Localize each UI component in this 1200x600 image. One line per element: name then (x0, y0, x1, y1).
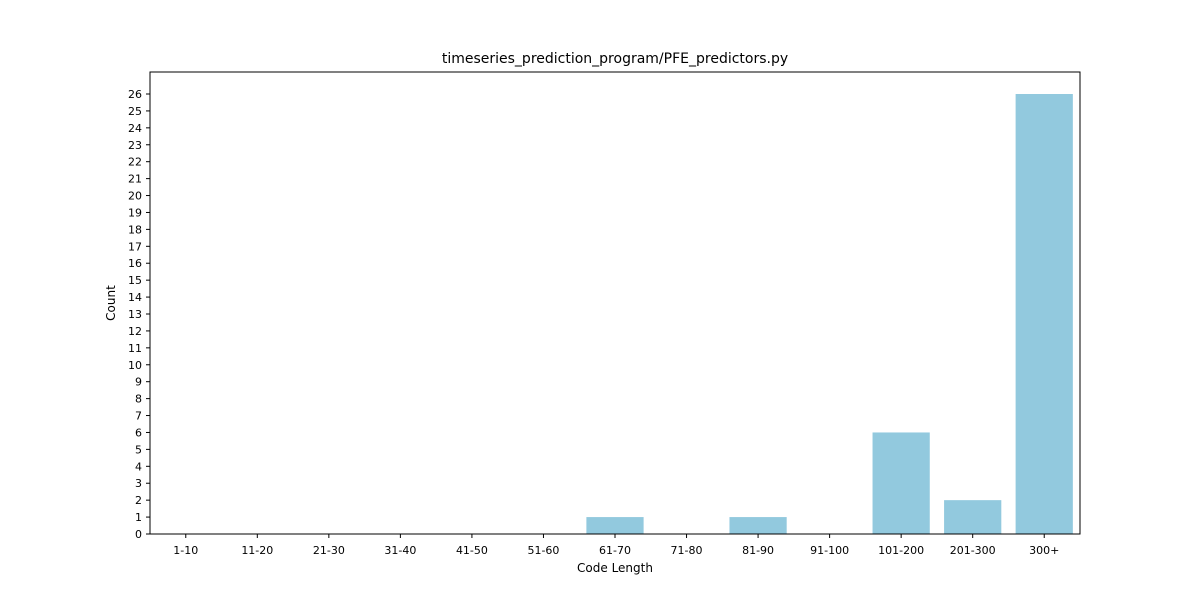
y-tick-label: 26 (128, 88, 142, 101)
y-tick-label: 24 (128, 122, 142, 135)
x-tick-label: 41-50 (456, 544, 488, 557)
x-tick-label: 91-100 (810, 544, 849, 557)
x-axis-title: Code Length (577, 561, 653, 575)
x-tick-label: 81-90 (742, 544, 774, 557)
bar-61-70 (586, 517, 644, 534)
x-tick-label: 71-80 (671, 544, 703, 557)
y-tick-label: 8 (135, 393, 142, 406)
y-tick-label: 20 (128, 190, 142, 203)
y-tick-label: 7 (135, 410, 142, 423)
x-tick-label: 1-10 (173, 544, 198, 557)
y-tick-label: 17 (128, 240, 142, 253)
y-tick-label: 21 (128, 173, 142, 186)
y-tick-label: 14 (128, 291, 142, 304)
x-axis: 1-10 11-20 21-30 31-40 41-50 51-60 61-70 71-80 8… (173, 534, 1059, 557)
y-tick-label: 11 (128, 342, 142, 355)
x-tick-label: 51-60 (527, 544, 559, 557)
x-tick-label: 201-300 (950, 544, 996, 557)
x-tick-label: 21-30 (313, 544, 345, 557)
y-axis: 0123456789101112131415161718192021222324… (128, 88, 150, 541)
plot-frame (149, 71, 1081, 535)
y-tick-label: 4 (135, 460, 142, 473)
y-tick-label: 12 (128, 325, 142, 338)
y-tick-label: 2 (135, 494, 142, 507)
y-tick-label: 25 (128, 105, 142, 118)
x-tick-label: 31-40 (384, 544, 416, 557)
x-tick-label: 11-20 (241, 544, 273, 557)
y-tick-label: 13 (128, 308, 142, 321)
y-tick-label: 0 (135, 528, 142, 541)
y-tick-label: 22 (128, 156, 142, 169)
y-tick-label: 6 (135, 426, 142, 439)
y-axis-title: Count (104, 285, 118, 321)
y-tick-label: 1 (135, 511, 142, 524)
chart-title: timeseries_prediction_program/PFE_predic… (442, 51, 788, 67)
bar-81-90 (729, 517, 787, 534)
y-tick-label: 18 (128, 223, 142, 236)
x-tick-label: 61-70 (599, 544, 631, 557)
y-tick-label: 5 (135, 443, 142, 456)
y-tick-label: 23 (128, 139, 142, 152)
y-tick-label: 3 (135, 477, 142, 490)
x-tick-label: 300+ (1029, 544, 1059, 557)
y-tick-label: 10 (128, 359, 142, 372)
y-tick-label: 15 (128, 274, 142, 287)
x-tick-label: 101-200 (878, 544, 924, 557)
y-tick-label: 19 (128, 206, 142, 219)
y-tick-label: 16 (128, 257, 142, 270)
bar-201-300 (944, 500, 1002, 534)
bar-300+ (1015, 94, 1073, 534)
bar-101-200 (872, 432, 930, 534)
bars-group (586, 94, 1073, 534)
y-tick-label: 9 (135, 376, 142, 389)
